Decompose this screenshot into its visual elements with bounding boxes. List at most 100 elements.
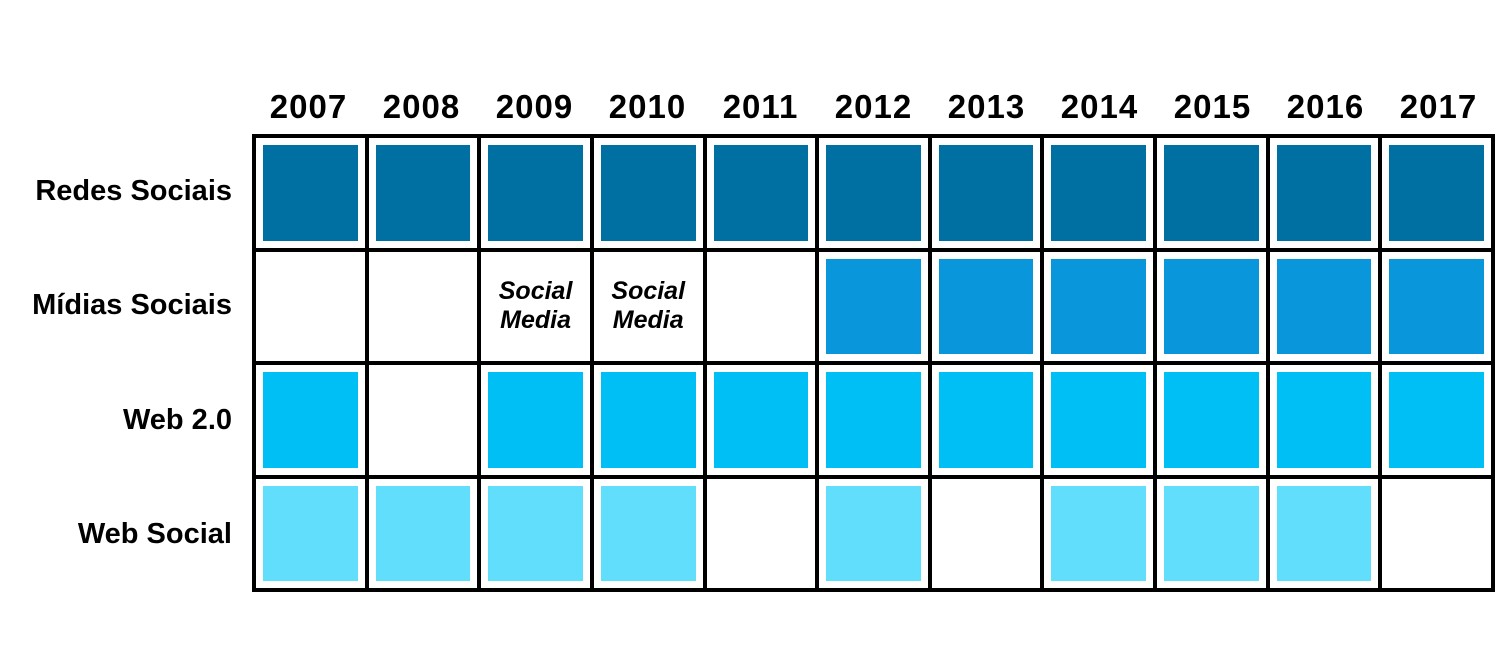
cell-redes-sociais-2008 — [366, 136, 480, 250]
cell-web-2-0-2008 — [366, 363, 480, 477]
cell-m-dias-sociais-2011 — [704, 249, 818, 363]
filled-marker-web-social-2010 — [600, 485, 696, 581]
filled-marker-redes-sociais-2012 — [826, 145, 921, 241]
cell-m-dias-sociais-2012 — [817, 249, 930, 363]
filled-marker-web-2-0-2016 — [1276, 372, 1372, 468]
cell-m-dias-sociais-2016 — [1267, 249, 1381, 363]
cell-redes-sociais-2016 — [1267, 136, 1381, 250]
year-label-2009: 2009 — [495, 88, 574, 125]
year-header-row: 2007 2008 2009 2010 2011 2012 2013 2014 2015 2016… — [252, 76, 1495, 130]
cell-web-social-2011 — [704, 476, 818, 590]
filled-marker-redes-sociais-2017 — [1389, 145, 1484, 241]
cell-redes-sociais-2015 — [1155, 136, 1268, 250]
row-label-web-social: Web Social — [77, 518, 232, 551]
cell-m-dias-sociais-2007 — [254, 249, 367, 363]
filled-marker-m-dias-sociais-2016 — [1276, 258, 1372, 354]
filled-marker-m-dias-sociais-2012 — [826, 258, 921, 354]
cell-web-social-2010 — [591, 476, 705, 590]
cell-redes-sociais-2010 — [591, 136, 705, 250]
cell-web-social-2012 — [817, 476, 930, 590]
cell-web-2-0-2011 — [704, 363, 818, 477]
cell-web-social-2008 — [366, 476, 480, 590]
cell-web-2-0-2015 — [1155, 363, 1268, 477]
filled-marker-redes-sociais-2015 — [1164, 145, 1259, 241]
year-label-2008: 2008 — [382, 88, 461, 125]
row-labels-column: Redes Sociais Mídias Sociais Web 2.0 Web So… — [0, 134, 252, 592]
cell-redes-sociais-2007 — [254, 136, 367, 250]
cell-redes-sociais-2009 — [479, 136, 592, 250]
filled-marker-web-social-2007 — [263, 485, 358, 581]
cell-web-social-2014 — [1042, 476, 1156, 590]
year-label-2012: 2012 — [834, 88, 913, 125]
cell-m-dias-sociais-2009: Social Media — [479, 249, 592, 363]
year-label-2015: 2015 — [1173, 88, 1252, 125]
filled-marker-web-social-2015 — [1164, 485, 1259, 581]
filled-marker-redes-sociais-2011 — [713, 145, 809, 241]
filled-marker-web-2-0-2009 — [488, 372, 583, 468]
cell-web-social-2016 — [1267, 476, 1381, 590]
filled-marker-redes-sociais-2016 — [1276, 145, 1372, 241]
filled-marker-web-social-2016 — [1276, 485, 1372, 581]
year-label-2011: 2011 — [722, 88, 799, 125]
cell-web-2-0-2017 — [1380, 363, 1493, 477]
year-label-2010: 2010 — [608, 88, 687, 125]
filled-marker-m-dias-sociais-2017 — [1389, 258, 1484, 354]
cell-web-social-2007 — [254, 476, 367, 590]
cell-text-m-dias-sociais-2010: Social Media — [611, 276, 686, 335]
filled-marker-web-2-0-2014 — [1051, 372, 1147, 468]
row-label-redes-sociais: Redes Sociais — [35, 174, 232, 207]
cell-web-2-0-2010 — [591, 363, 705, 477]
filled-marker-m-dias-sociais-2015 — [1164, 258, 1259, 354]
cell-web-2-0-2013 — [929, 363, 1043, 477]
filled-marker-m-dias-sociais-2014 — [1051, 258, 1147, 354]
cell-redes-sociais-2012 — [817, 136, 930, 250]
filled-marker-web-2-0-2013 — [938, 372, 1034, 468]
filled-marker-web-social-2008 — [375, 485, 471, 581]
cell-m-dias-sociais-2010: Social Media — [591, 249, 705, 363]
year-label-2007: 2007 — [269, 88, 348, 125]
filled-marker-web-social-2014 — [1051, 485, 1147, 581]
cell-redes-sociais-2017 — [1380, 136, 1493, 250]
filled-marker-redes-sociais-2010 — [600, 145, 696, 241]
filled-marker-web-2-0-2010 — [600, 372, 696, 468]
cell-web-social-2017 — [1380, 476, 1493, 590]
filled-marker-web-2-0-2012 — [826, 372, 921, 468]
filled-marker-redes-sociais-2014 — [1051, 145, 1147, 241]
filled-marker-m-dias-sociais-2013 — [938, 258, 1034, 354]
filled-marker-web-2-0-2017 — [1389, 372, 1484, 468]
cell-m-dias-sociais-2017 — [1380, 249, 1493, 363]
filled-marker-web-2-0-2007 — [263, 372, 358, 468]
row-label-web-2-0: Web 2.0 — [122, 403, 232, 436]
filled-marker-web-2-0-2015 — [1164, 372, 1259, 468]
cell-redes-sociais-2014 — [1042, 136, 1156, 250]
filled-marker-web-2-0-2011 — [713, 372, 809, 468]
year-label-2014: 2014 — [1060, 88, 1139, 125]
filled-marker-web-social-2012 — [826, 485, 921, 581]
cell-text-m-dias-sociais-2009: Social Media — [498, 276, 573, 335]
cell-web-social-2015 — [1155, 476, 1268, 590]
filled-marker-redes-sociais-2008 — [375, 145, 471, 241]
cell-web-social-2009 — [479, 476, 592, 590]
filled-marker-redes-sociais-2009 — [488, 145, 583, 241]
filled-marker-redes-sociais-2013 — [938, 145, 1034, 241]
cell-web-2-0-2014 — [1042, 363, 1156, 477]
cell-redes-sociais-2011 — [704, 136, 818, 250]
filled-marker-redes-sociais-2007 — [263, 145, 358, 241]
cell-web-2-0-2012 — [817, 363, 930, 477]
cell-m-dias-sociais-2015 — [1155, 249, 1268, 363]
cell-web-2-0-2007 — [254, 363, 367, 477]
cell-m-dias-sociais-2008 — [366, 249, 480, 363]
year-term-matrix: Social Media Social Media — [252, 134, 1495, 592]
year-label-2013: 2013 — [947, 88, 1026, 125]
cell-web-2-0-2016 — [1267, 363, 1381, 477]
cell-web-social-2013 — [929, 476, 1043, 590]
cell-web-2-0-2009 — [479, 363, 592, 477]
cell-m-dias-sociais-2013 — [929, 249, 1043, 363]
cell-redes-sociais-2013 — [929, 136, 1043, 250]
year-label-2016: 2016 — [1286, 88, 1365, 125]
cell-m-dias-sociais-2014 — [1042, 249, 1156, 363]
year-label-2017: 2017 — [1399, 88, 1478, 125]
row-label-m-dias-sociais: Mídias Sociais — [32, 289, 232, 322]
filled-marker-web-social-2009 — [488, 485, 583, 581]
